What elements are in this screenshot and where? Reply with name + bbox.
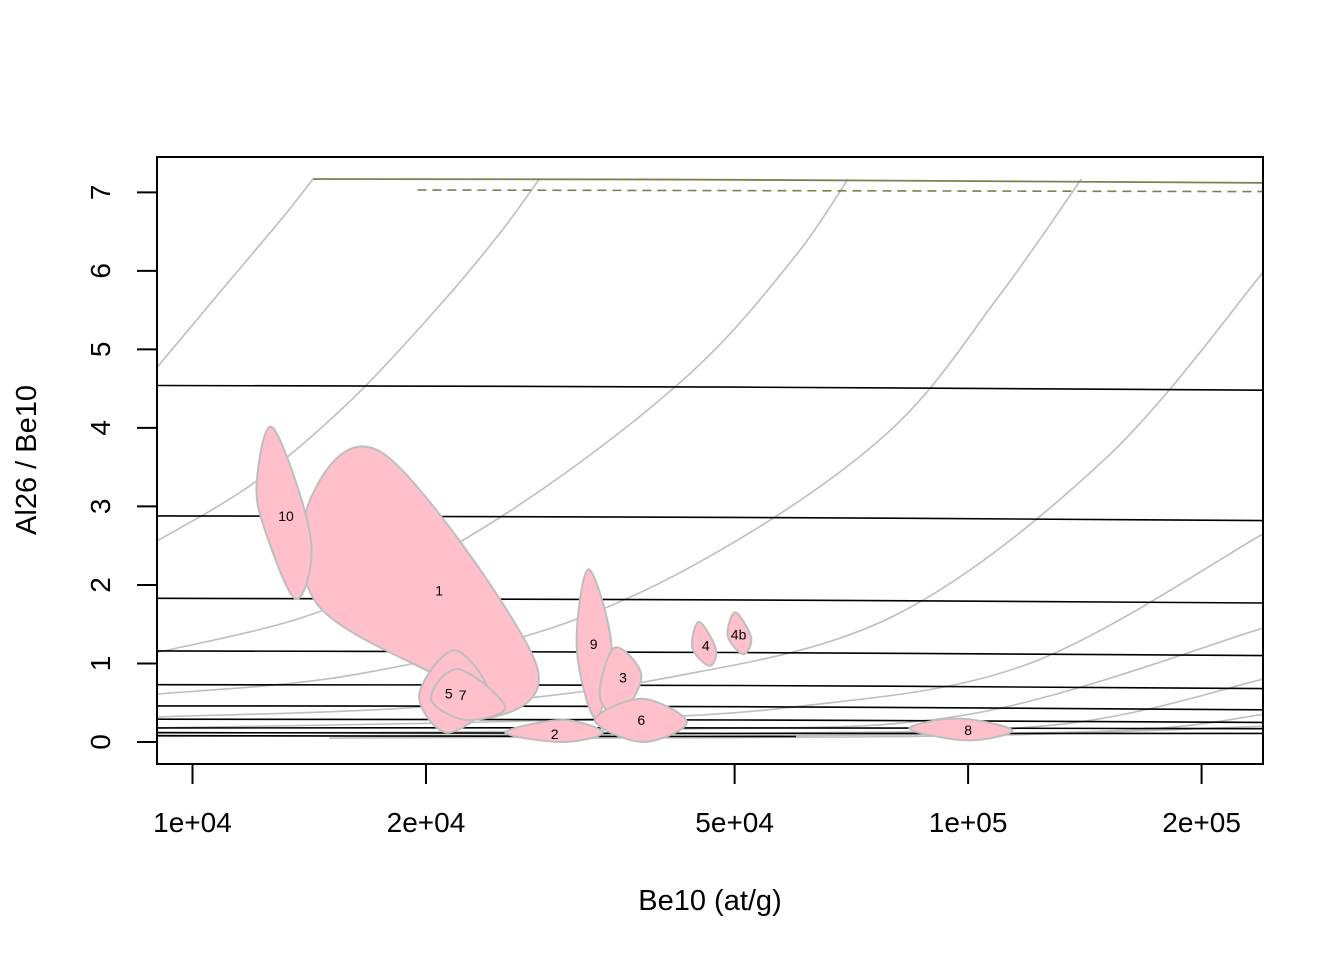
ellipse-label-8: 8 <box>964 722 972 738</box>
ellipse-label-6: 6 <box>637 712 645 728</box>
sample-ellipse-10 <box>255 425 313 601</box>
y-tick-label-2: 1 <box>85 656 116 672</box>
isochron-line-3 <box>157 597 1263 604</box>
sample-ellipses: 1 10 9 3 4 4b 5 7 2 6 8 <box>255 425 1014 744</box>
x-tick-label-3: 5e+04 <box>695 807 774 838</box>
y-tick-label-1: 0 <box>85 734 116 750</box>
sample-ellipse-8 <box>908 717 1014 742</box>
ellipse-label-3: 3 <box>619 670 627 686</box>
isochron-line-7 <box>157 718 1263 724</box>
exposure-curve-3 <box>157 178 849 654</box>
exposure-curve-9 <box>329 713 1263 739</box>
y-tick-label-4: 3 <box>85 499 116 515</box>
ellipse-label-9: 9 <box>590 636 598 652</box>
exposure-curve-2 <box>157 178 540 542</box>
x-tick-label-1: 1e+04 <box>153 807 232 838</box>
exposure-curve-5 <box>157 271 1263 718</box>
ellipse-label-10: 10 <box>278 508 294 524</box>
steady-state-dashed-line <box>417 189 1263 193</box>
sample-ellipse-2 <box>504 718 604 744</box>
y-axis: 0 1 2 3 4 5 6 7 <box>85 185 157 750</box>
ellipse-label-1: 1 <box>435 583 443 599</box>
isochron-line-1 <box>157 384 1263 391</box>
sample-ellipse-6 <box>593 697 688 744</box>
x-axis-title: Be10 (at/g) <box>638 885 781 917</box>
isochron-line-5 <box>157 683 1263 690</box>
y-tick-label-7: 6 <box>85 263 116 279</box>
exposure-curve-1 <box>157 178 314 368</box>
isochron-line-10 <box>157 734 797 738</box>
exposure-curve-6 <box>157 533 1263 729</box>
ellipse-label-7: 7 <box>459 687 467 703</box>
isochron-line-4 <box>157 650 1263 657</box>
x-tick-label-2: 2e+04 <box>387 807 466 838</box>
steady-state-lines <box>312 178 1263 193</box>
y-tick-label-5: 4 <box>85 420 116 436</box>
ellipse-label-2: 2 <box>551 726 559 742</box>
x-tick-label-4: 1e+05 <box>929 807 1008 838</box>
sample-ellipse-4 <box>690 620 718 667</box>
sample-ellipse-4b <box>726 611 753 656</box>
x-axis: 1e+04 2e+04 5e+04 1e+05 2e+05 <box>153 764 1241 838</box>
y-tick-label-6: 5 <box>85 342 116 358</box>
y-tick-label-8: 7 <box>85 185 116 201</box>
y-axis-title: Al26 / Be10 <box>11 385 43 535</box>
plot-frame <box>156 156 1264 765</box>
isochron-line-9 <box>157 731 1263 735</box>
isochron-line-8 <box>157 727 1263 730</box>
steady-state-line <box>312 178 1263 184</box>
x-tick-label-5: 2e+05 <box>1162 807 1241 838</box>
ellipse-label-5: 5 <box>445 685 453 701</box>
sample-ellipse-7 <box>429 668 507 722</box>
isochron-line-6 <box>157 705 1263 711</box>
ellipse-label-4: 4 <box>702 637 710 653</box>
y-tick-label-3: 2 <box>85 577 116 593</box>
exposure-curve-4 <box>157 178 1083 695</box>
ellipse-label-4b: 4b <box>731 626 747 642</box>
